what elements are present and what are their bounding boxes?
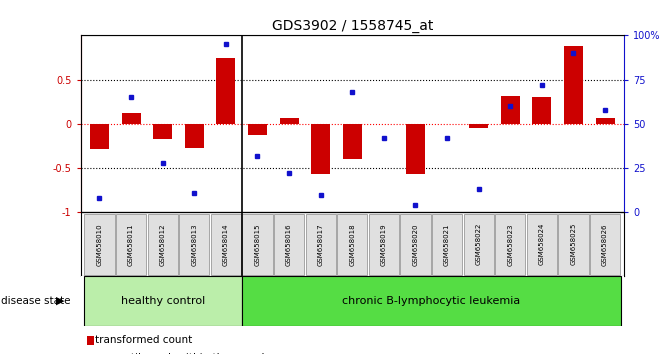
FancyBboxPatch shape [85,214,115,275]
Text: GSM658022: GSM658022 [476,223,482,266]
FancyBboxPatch shape [464,214,494,275]
Bar [185,124,204,148]
Text: disease state: disease state [1,296,71,306]
FancyBboxPatch shape [148,214,178,275]
FancyBboxPatch shape [179,214,209,275]
Bar [532,97,552,124]
FancyBboxPatch shape [305,214,336,275]
Bar [121,113,140,124]
Text: GSM658010: GSM658010 [97,223,103,266]
Text: GSM658014: GSM658014 [223,223,229,266]
Bar [153,124,172,139]
Text: chronic B-lymphocytic leukemia: chronic B-lymphocytic leukemia [342,296,521,306]
FancyBboxPatch shape [274,214,304,275]
Text: GSM658012: GSM658012 [160,223,166,266]
Bar [406,124,425,174]
Text: GSM658011: GSM658011 [128,223,134,266]
Bar [248,124,267,135]
Text: GSM658016: GSM658016 [286,223,292,266]
FancyBboxPatch shape [527,214,557,275]
FancyBboxPatch shape [242,214,272,275]
Text: percentile rank within the sample: percentile rank within the sample [95,353,271,354]
Text: GSM658023: GSM658023 [507,223,513,266]
Text: GSM658015: GSM658015 [254,223,260,266]
Text: ▶: ▶ [56,296,65,306]
FancyBboxPatch shape [368,214,399,275]
Bar [596,118,615,124]
FancyBboxPatch shape [495,214,525,275]
Title: GDS3902 / 1558745_at: GDS3902 / 1558745_at [272,19,433,33]
Text: GSM658013: GSM658013 [191,223,197,266]
Text: GSM658017: GSM658017 [317,223,323,266]
FancyBboxPatch shape [590,214,620,275]
FancyBboxPatch shape [337,214,368,275]
Bar [311,124,330,174]
FancyBboxPatch shape [84,276,242,326]
Bar [501,96,520,124]
Text: transformed count: transformed count [95,335,193,345]
FancyBboxPatch shape [432,214,462,275]
Text: GSM658026: GSM658026 [602,223,608,266]
FancyBboxPatch shape [116,214,146,275]
FancyBboxPatch shape [401,214,431,275]
Text: GSM658024: GSM658024 [539,223,545,266]
Text: GSM658021: GSM658021 [444,223,450,266]
FancyBboxPatch shape [242,276,621,326]
FancyBboxPatch shape [558,214,588,275]
Text: GSM658025: GSM658025 [570,223,576,266]
Bar [343,124,362,159]
Text: GSM658020: GSM658020 [413,223,419,266]
Bar [280,118,299,124]
Bar [90,124,109,149]
Text: healthy control: healthy control [121,296,205,306]
FancyBboxPatch shape [211,214,241,275]
Text: GSM658018: GSM658018 [350,223,355,266]
Bar [469,124,488,128]
Text: GSM658019: GSM658019 [381,223,387,266]
Bar [564,46,583,124]
Bar [216,57,236,124]
